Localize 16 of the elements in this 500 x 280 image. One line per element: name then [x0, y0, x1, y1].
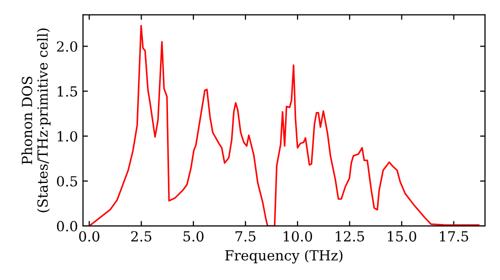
y-tick-label: 1.0	[58, 131, 78, 142]
x-axis-title: Frequency (THz)	[225, 250, 342, 264]
x-tick-label: 12.5	[336, 231, 364, 242]
y-tick-label: 2.0	[56, 41, 78, 52]
x-tick-label: 10.0	[284, 231, 312, 242]
x-tick-label: 5.0	[184, 231, 204, 242]
y-tick-label: 0.0	[56, 220, 78, 232]
line-series	[88, 24, 480, 226]
x-tick-label: 2.5	[131, 231, 152, 242]
x-tick-label: 15.0	[388, 231, 416, 242]
x-tick-label: 0.0	[79, 231, 100, 242]
y-axis-title: Phonon DOS (States/THz·primitive cell)	[22, 28, 50, 212]
x-tick-label: 7.5	[236, 231, 256, 242]
y-tick-label: 1.5	[58, 86, 78, 97]
y-tick-label: 0.5	[56, 176, 78, 187]
x-tick-label: 17.5	[440, 231, 468, 242]
